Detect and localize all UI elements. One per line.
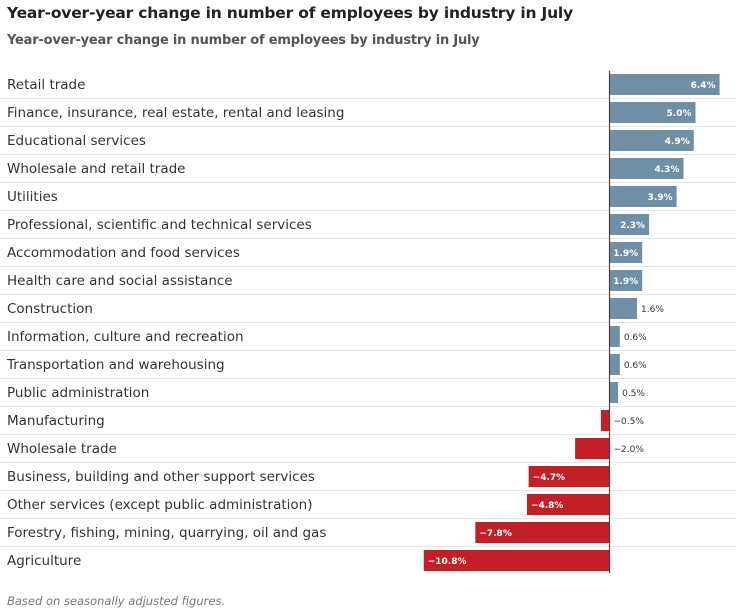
bar xyxy=(609,214,650,235)
category-label: Utilities xyxy=(7,189,58,205)
chart-subtitle: Year-over-year change in number of emplo… xyxy=(7,33,480,48)
category-label: Other services (except public administra… xyxy=(7,497,313,513)
bar xyxy=(609,102,696,123)
value-label: 5.0% xyxy=(667,109,692,119)
category-label: Retail trade xyxy=(7,77,85,93)
value-label: 3.9% xyxy=(648,193,673,203)
value-label: 1.9% xyxy=(613,277,638,287)
value-labels: 6.4% 5.0% 4.9% 4.3% 3.9% 2.3% 1.9% 1.9% 1.6% 0.6%… xyxy=(428,81,716,567)
category-label: Forestry, fishing, mining, quarrying, oi… xyxy=(7,525,326,541)
category-label: Information, culture and recreation xyxy=(7,329,244,345)
value-label: 1.6% xyxy=(641,305,664,315)
chart-title: Year-over-year change in number of emplo… xyxy=(7,4,573,22)
category-label: Transportation and warehousing xyxy=(6,357,225,373)
value-label: 6.4% xyxy=(691,81,716,91)
value-label: 0.5% xyxy=(622,389,645,399)
bar xyxy=(609,354,620,375)
row-dividers xyxy=(0,98,736,547)
bar xyxy=(526,494,610,515)
bar xyxy=(609,186,677,207)
bar xyxy=(600,410,610,431)
category-label: Agriculture xyxy=(7,553,81,569)
value-label: 0.6% xyxy=(624,333,647,343)
value-label: 2.3% xyxy=(620,221,645,231)
value-label: −10.8% xyxy=(428,557,467,567)
value-label: 4.3% xyxy=(654,165,679,175)
value-label: −0.5% xyxy=(614,417,645,427)
bar xyxy=(609,298,638,319)
bar xyxy=(609,326,620,347)
bar xyxy=(609,130,694,151)
category-label: Finance, insurance, real estate, rental … xyxy=(7,105,344,121)
bar xyxy=(609,270,643,291)
bar xyxy=(609,242,643,263)
category-label: Professional, scientific and technical s… xyxy=(7,217,312,233)
value-label: −7.8% xyxy=(479,529,512,539)
value-label: −4.7% xyxy=(533,473,566,483)
category-label: Construction xyxy=(7,301,93,317)
category-label: Business, building and other support ser… xyxy=(7,469,315,485)
bar xyxy=(575,438,610,459)
value-label: 4.9% xyxy=(665,137,690,147)
value-label: 0.6% xyxy=(624,361,647,371)
bar xyxy=(609,158,684,179)
value-label: −4.8% xyxy=(531,501,564,511)
category-labels: Retail trade Finance, insurance, real est… xyxy=(6,77,344,569)
bar xyxy=(528,466,610,487)
value-label: 1.9% xyxy=(613,249,638,259)
category-label: Manufacturing xyxy=(7,413,105,429)
category-label: Public administration xyxy=(7,385,149,401)
value-label: −2.0% xyxy=(614,445,645,455)
category-label: Educational services xyxy=(7,133,146,149)
category-label: Wholesale and retail trade xyxy=(7,161,185,177)
bar xyxy=(423,550,610,571)
category-label: Wholesale trade xyxy=(7,441,117,457)
bar xyxy=(609,74,720,95)
bars xyxy=(423,74,720,571)
bar xyxy=(609,382,619,403)
footnote: Based on seasonally adjusted figures. xyxy=(7,594,226,608)
category-label: Accommodation and food services xyxy=(7,245,240,261)
bar xyxy=(475,522,610,543)
category-label: Health care and social assistance xyxy=(7,273,233,289)
